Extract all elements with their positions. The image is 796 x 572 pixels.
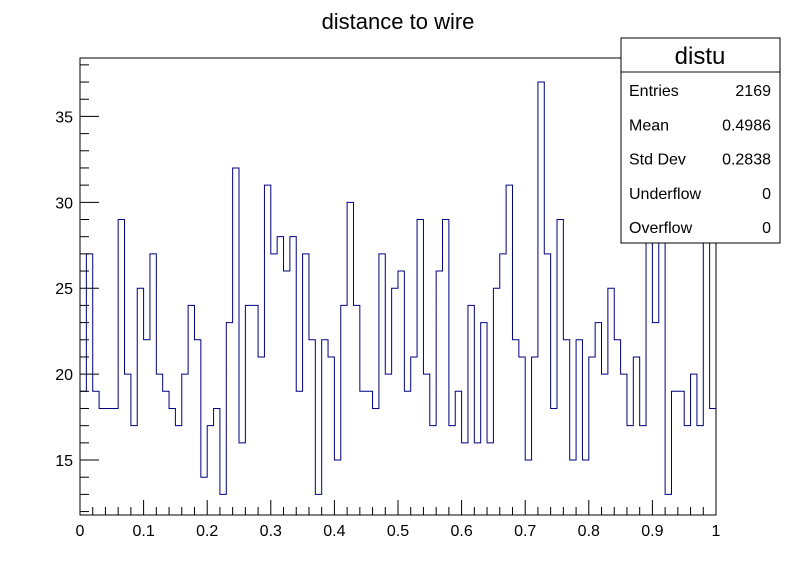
histogram-line [80, 81, 716, 495]
x-tick-label: 0.9 [641, 523, 663, 540]
stats-label: Underflow [629, 186, 701, 203]
x-tick-label: 0.7 [514, 523, 536, 540]
y-tick-label: 30 [55, 195, 73, 212]
x-tick-label: 0.2 [196, 523, 218, 540]
y-tick-label: 35 [55, 109, 73, 126]
stats-label: Overflow [629, 220, 693, 237]
y-tick-label: 15 [55, 453, 73, 470]
chart-title: distance to wire [322, 9, 475, 34]
stats-box: distu Entries 2169 Mean 0.4986 Std Dev 0.2838… [620, 37, 781, 244]
histogram-series [80, 81, 716, 495]
stats-label: Std Dev [629, 152, 686, 169]
stats-value: 0.4986 [722, 117, 771, 134]
stats-label: Mean [629, 117, 669, 134]
x-axis-ticks: 0 0.1 0.2 0.3 0.4 0.5 0.6 0.7 0.8 0.9 1 [76, 500, 721, 540]
y-axis-ticks: 15 20 25 30 35 [55, 64, 99, 513]
x-tick-label: 1 [712, 523, 721, 540]
stats-label: Entries [629, 83, 679, 100]
y-tick-label: 20 [55, 367, 73, 384]
stats-value: 2169 [735, 83, 771, 100]
stats-box-rows: Entries 2169 Mean 0.4986 Std Dev 0.2838 Underf… [629, 83, 771, 237]
stats-value: 0.2838 [722, 152, 771, 169]
x-tick-label: 0.4 [323, 523, 345, 540]
x-tick-label: 0.1 [132, 523, 154, 540]
x-tick-label: 0 [76, 523, 85, 540]
stats-box-title: distu [675, 43, 726, 70]
x-tick-label: 0.5 [387, 523, 409, 540]
x-tick-label: 0.3 [260, 523, 282, 540]
x-tick-label: 0.8 [578, 523, 600, 540]
stats-value: 0 [762, 186, 771, 203]
stats-value: 0 [762, 220, 771, 237]
x-tick-label: 0.6 [450, 523, 472, 540]
y-tick-label: 25 [55, 281, 73, 298]
